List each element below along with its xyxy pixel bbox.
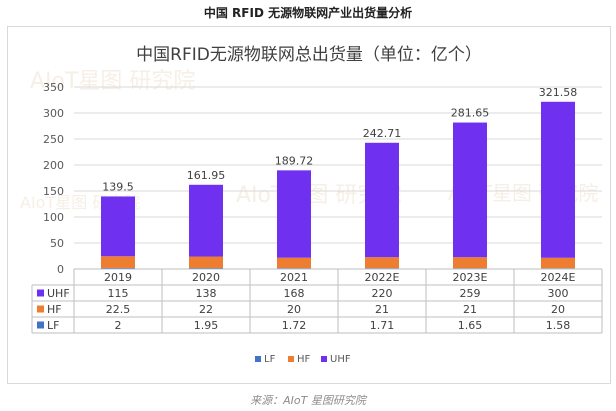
table-legend-key-uhf: [37, 289, 44, 297]
legend-label: HF: [297, 354, 311, 365]
bar-uhf: [453, 122, 487, 258]
total-label: 281.65: [451, 107, 490, 120]
bar-lf: [101, 267, 135, 269]
legend-key-hf: [288, 356, 294, 362]
data-label: 20: [287, 303, 301, 316]
data-label: 115: [108, 287, 129, 300]
data-label: 1.71: [370, 319, 395, 332]
data-label: 20: [551, 303, 565, 316]
bar-uhf: [101, 196, 135, 257]
bar-uhf: [277, 170, 311, 258]
y-tick-label: 100: [43, 211, 64, 224]
data-label: 1.95: [194, 319, 219, 332]
bar-hf: [277, 257, 311, 269]
table-legend-key-lf: [37, 321, 44, 329]
total-label: 321.58: [539, 86, 578, 99]
table-row-label: LF: [47, 319, 59, 332]
data-label: 21: [375, 303, 389, 316]
data-label: 21: [463, 303, 477, 316]
legend-key-uhf: [321, 356, 327, 362]
data-label: 2: [115, 319, 122, 332]
x-tick-label: 2019: [104, 271, 132, 284]
legend-label: LF: [264, 354, 276, 365]
bar-hf: [541, 257, 575, 269]
bar-hf: [189, 256, 223, 268]
y-tick-label: 250: [43, 133, 64, 146]
data-label: 220: [372, 287, 393, 300]
table-legend-key-hf: [37, 305, 44, 313]
chart-title: 中国RFID无源物联网总出货量（单位：亿个）: [136, 45, 482, 65]
y-tick-label: 0: [57, 263, 64, 276]
total-label: 242.71: [363, 127, 402, 140]
bar-hf: [365, 257, 399, 269]
y-tick-label: 200: [43, 159, 64, 172]
table-row-label: HF: [47, 303, 62, 316]
data-label: 1.65: [458, 319, 483, 332]
legend-key-lf: [255, 356, 261, 362]
x-tick-label: 2024E: [541, 271, 576, 284]
legend-label: UHF: [330, 354, 351, 365]
x-tick-label: 2020: [192, 271, 220, 284]
bar-uhf: [365, 142, 399, 258]
table-row-label: UHF: [47, 287, 70, 300]
x-tick-label: 2021: [280, 271, 308, 284]
bar-uhf: [541, 101, 575, 258]
data-label: 138: [196, 287, 217, 300]
y-tick-label: 300: [43, 107, 64, 120]
x-tick-label: 2023E: [453, 271, 488, 284]
bar-lf: [189, 267, 223, 269]
data-label: 22.5: [106, 303, 131, 316]
total-label: 189.72: [275, 154, 314, 167]
y-tick-label: 350: [43, 81, 64, 94]
chart-frame: AIoT星图 研究院 AIoT星图 研究院 AIoT星图 研究院 AIoT星图 …: [7, 26, 611, 384]
data-label: 1.58: [546, 319, 571, 332]
y-tick-label: 50: [50, 237, 64, 250]
total-label: 161.95: [187, 169, 226, 182]
data-label: 22: [199, 303, 213, 316]
bar-hf: [453, 257, 487, 269]
source-note: 来源：AIoT 星图研究院: [250, 394, 366, 407]
page-title: 中国 RFID 无源物联网产业出货量分析: [203, 6, 413, 20]
bar-uhf: [189, 184, 223, 257]
data-label: 300: [548, 287, 569, 300]
y-tick-label: 150: [43, 185, 64, 198]
x-tick-label: 2022E: [365, 271, 400, 284]
data-label: 168: [284, 287, 305, 300]
data-label: 259: [460, 287, 481, 300]
data-label: 1.72: [282, 319, 307, 332]
total-label: 139.5: [102, 180, 134, 193]
stacked-bar-chart: 中国RFID无源物联网总出货量（单位：亿个） 0 50 100 150 200 250 300…: [31, 45, 603, 365]
bar-hf: [101, 256, 135, 268]
